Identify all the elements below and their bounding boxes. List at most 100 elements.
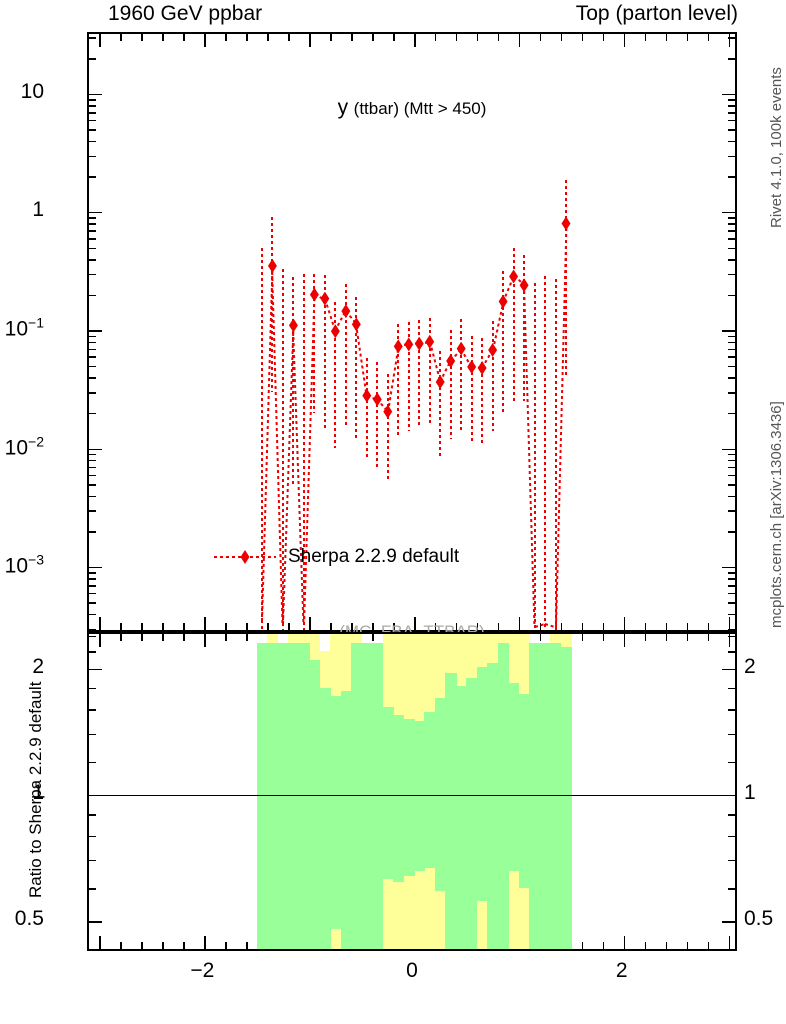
axis-tick <box>728 105 735 107</box>
main-plot-surface <box>89 34 735 630</box>
axis-tick <box>120 34 122 41</box>
axis-tick <box>686 634 689 641</box>
axis-tick <box>728 474 735 477</box>
data-point-marker <box>318 291 332 306</box>
data-point-marker <box>496 294 510 309</box>
ratio-band-inner <box>455 685 467 949</box>
y-axis-tick-label: 1 <box>32 197 44 221</box>
axis-tick <box>602 634 605 641</box>
legend: Sherpa 2.2.9 default <box>214 546 459 568</box>
axis-tick <box>89 531 96 533</box>
data-point-marker <box>402 337 416 352</box>
error-bar <box>397 323 400 436</box>
ratio-band-inner <box>393 715 405 883</box>
axis-tick <box>455 34 458 41</box>
axis-tick <box>560 623 563 630</box>
error-bar <box>544 275 547 630</box>
ratio-y-axis-tick-label: 0.5 <box>14 907 44 931</box>
axis-tick <box>728 572 735 574</box>
axis-tick <box>728 634 731 647</box>
axis-tick <box>728 335 735 338</box>
axis-tick <box>183 34 185 41</box>
axis-tick <box>141 623 143 630</box>
axis-tick <box>89 602 96 604</box>
ratio-band-inner <box>445 673 457 949</box>
error-bar <box>344 284 347 428</box>
x-axis-tick-label: −2 <box>190 959 215 982</box>
error-bar <box>470 336 473 444</box>
axis-tick <box>89 466 96 469</box>
axis-tick <box>89 668 102 671</box>
axis-tick <box>89 709 96 711</box>
axis-tick <box>89 140 96 143</box>
axis-tick <box>89 335 96 338</box>
axis-tick <box>120 942 122 949</box>
legend-label-sherpa: Sherpa 2.2.9 default <box>288 546 460 567</box>
axis-tick <box>89 119 96 122</box>
axis-tick <box>623 936 626 949</box>
axis-tick <box>728 733 735 736</box>
axis-tick <box>728 412 735 415</box>
axis-tick <box>393 623 395 630</box>
axis-tick <box>89 572 96 574</box>
data-point-marker <box>328 324 342 339</box>
error-bar <box>376 361 379 467</box>
axis-tick <box>288 34 290 41</box>
axis-tick <box>204 634 206 647</box>
axis-tick <box>89 392 96 394</box>
axis-tick <box>728 495 735 498</box>
ratio-band-inner <box>403 718 415 877</box>
axis-tick <box>89 687 96 690</box>
axis-tick <box>728 341 735 344</box>
axis-tick <box>644 634 647 641</box>
ratio-band-inner <box>309 659 321 949</box>
axis-tick <box>686 942 689 949</box>
axis-tick <box>162 623 164 630</box>
axis-tick <box>560 34 563 41</box>
axis-tick <box>225 34 227 41</box>
axis-tick <box>728 129 735 131</box>
axis-tick <box>728 709 735 711</box>
axis-tick <box>728 99 735 101</box>
axis-tick <box>89 223 96 225</box>
axis-tick <box>728 859 735 862</box>
ratio-reference-line <box>89 794 735 797</box>
data-point-marker <box>381 404 395 419</box>
axis-tick <box>728 58 735 60</box>
error-bar <box>386 374 389 480</box>
axis-tick <box>225 942 227 949</box>
axis-tick <box>99 634 101 647</box>
axis-tick <box>309 617 311 630</box>
axis-tick <box>728 466 735 469</box>
error-bar <box>449 330 452 440</box>
axis-tick <box>728 238 735 240</box>
axis-tick <box>309 34 311 47</box>
axis-tick <box>728 119 735 122</box>
axis-tick <box>539 34 542 41</box>
axis-tick <box>728 155 735 158</box>
axis-tick <box>414 34 416 47</box>
axis-tick <box>183 634 185 641</box>
y-axis-tick-label: 10−1 <box>4 314 44 341</box>
error-bar <box>313 273 316 413</box>
axis-tick <box>89 859 96 862</box>
ratio-band-inner <box>466 678 478 949</box>
axis-tick <box>728 392 735 394</box>
axis-tick <box>89 330 102 332</box>
axis-tick <box>372 34 374 41</box>
axis-tick <box>183 942 185 949</box>
axis-tick <box>141 634 143 641</box>
axis-tick <box>707 623 710 630</box>
ratio-band-inner <box>434 698 447 892</box>
data-point-marker <box>475 360 489 375</box>
axis-tick <box>89 176 96 178</box>
axis-tick <box>89 238 96 240</box>
axis-tick <box>288 623 290 630</box>
axis-tick <box>644 942 647 949</box>
axis-tick <box>99 617 101 630</box>
x-axis-tick-label: 0 <box>406 959 418 982</box>
rivet-version-label: Rivet 4.1.0, 100k events <box>768 67 785 228</box>
error-bar <box>281 268 284 630</box>
axis-tick <box>225 634 227 641</box>
axis-tick <box>728 635 735 637</box>
